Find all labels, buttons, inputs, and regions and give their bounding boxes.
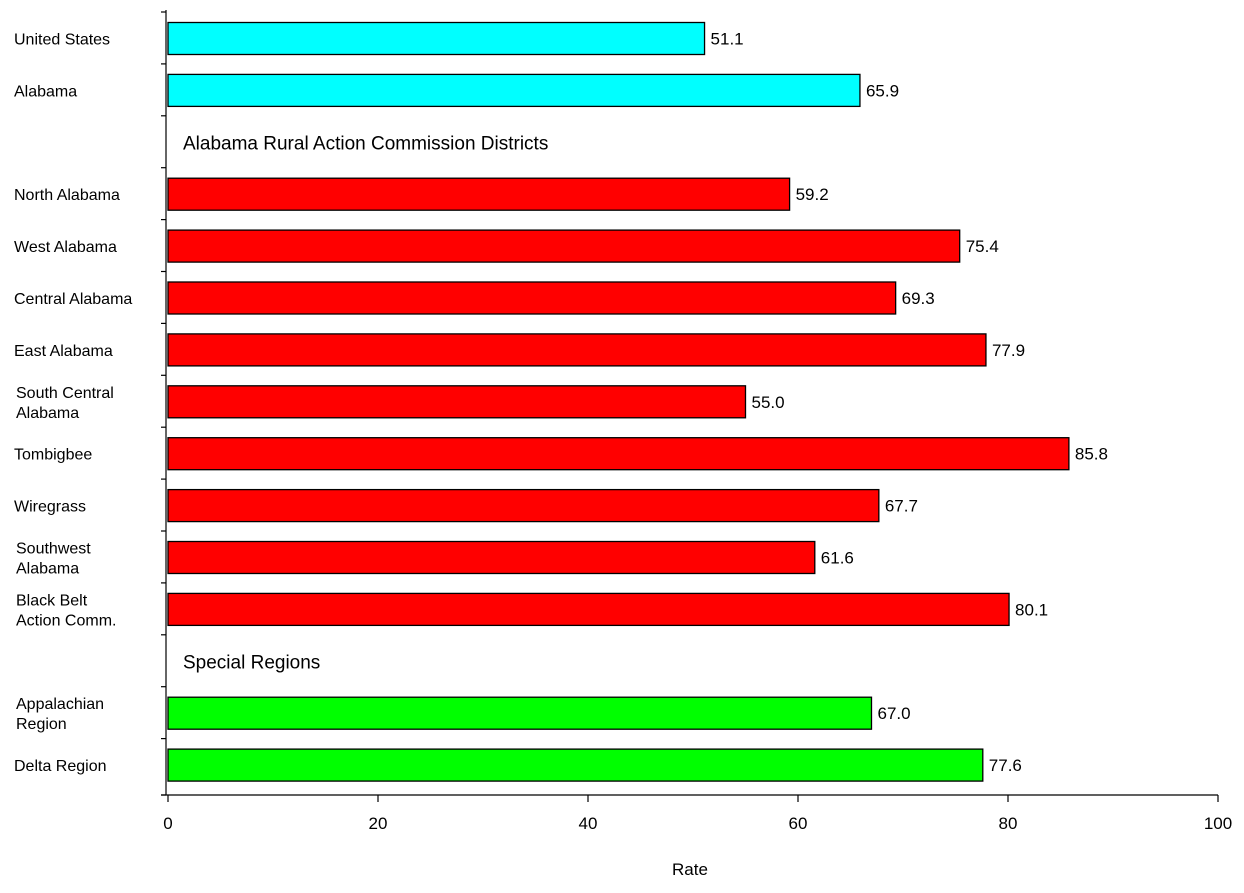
value-label: 77.9 [992,341,1025,360]
value-label: 67.7 [885,497,918,516]
bar [167,281,897,315]
bar [167,21,706,56]
category-label: Wiregrass [14,499,86,516]
x-tick-label: 0 [163,814,172,833]
section-headers: Alabama Rural Action Commission District… [183,133,548,673]
bar [167,748,984,782]
value-label: 80.1 [1015,600,1048,619]
value-labels: 51.1 65.9 59.2 75.4 69.3 77.9 55.0 85.8 67.7 61.6… [711,30,1108,776]
value-label: 61.6 [821,549,854,568]
category-label: Alabama [16,561,79,578]
category-label: United States [14,32,110,49]
category-label: West Alabama [14,239,117,256]
value-label: 59.2 [796,185,829,204]
y-axis [161,10,167,796]
value-label: 75.4 [966,237,999,256]
section-label: Special Regions [183,652,320,673]
category-label: Action Comm. [16,612,116,629]
category-label: Tombigbee [14,447,92,464]
category-label: Central Alabama [14,291,132,308]
category-labels: United States Alabama North Alabama West Al… [14,32,132,776]
category-label: East Alabama [14,343,113,360]
value-label: 55.0 [752,393,785,412]
category-label: Region [16,716,67,733]
value-label: 69.3 [902,289,935,308]
category-label: Alabama [14,83,77,100]
category-label: Black Belt [16,592,88,609]
x-axis-title: Rate [672,860,708,879]
bar [167,488,880,523]
bar [167,437,1070,471]
x-tick-label: 100 [1204,814,1232,833]
bar [167,229,961,263]
category-label: South Central [16,385,114,402]
category-label: Southwest [16,541,91,558]
bar [167,540,816,575]
bar [167,333,987,367]
bar [167,177,791,211]
x-tick-label: 20 [369,814,388,833]
section-label: Alabama Rural Action Commission District… [183,133,548,154]
x-tick-label: 60 [789,814,808,833]
bars [167,21,1070,782]
x-axis: 0 20 40 60 80 100 [161,794,1232,833]
x-tick-label: 40 [579,814,598,833]
bar [167,592,1010,627]
bar [167,73,861,108]
category-label: North Alabama [14,187,120,204]
bar [167,385,747,419]
x-tick-label: 80 [999,814,1018,833]
category-label: Appalachian [16,696,104,713]
value-label: 65.9 [866,81,899,100]
bar [167,696,873,730]
value-label: 51.1 [711,30,744,49]
value-label: 67.0 [878,704,911,723]
category-label: Alabama [16,405,79,422]
value-label: 85.8 [1075,445,1108,464]
category-label: Delta Region [14,758,107,775]
value-label: 77.6 [989,756,1022,775]
